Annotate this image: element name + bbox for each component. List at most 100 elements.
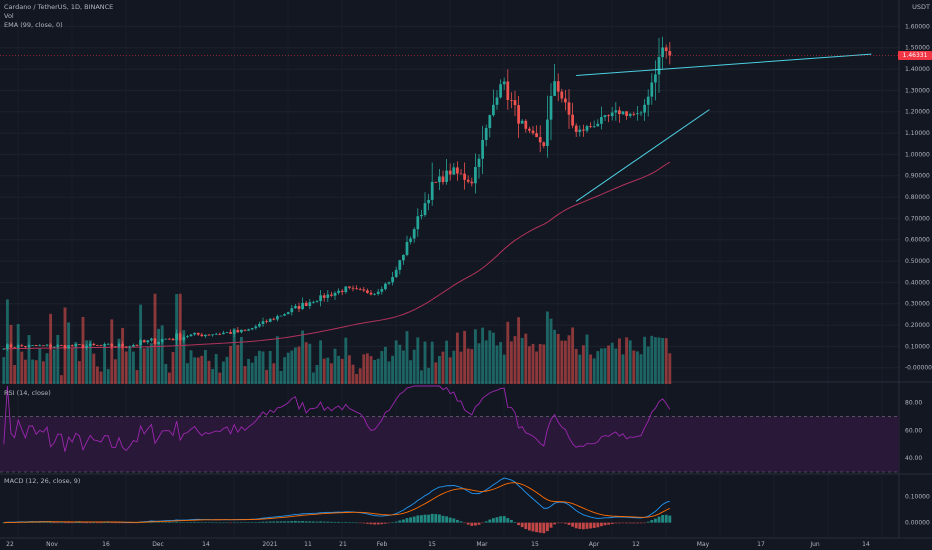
currency-label: USDT	[912, 3, 930, 11]
price-tick-label: 0.90000	[905, 173, 930, 180]
volume-legend[interactable]: Vol	[4, 12, 14, 20]
candle-body	[578, 129, 582, 132]
volume-bar	[599, 348, 603, 384]
volume-bar	[563, 340, 567, 384]
candle-body	[513, 100, 517, 106]
candle-body	[553, 81, 556, 96]
volume-bar	[409, 360, 413, 384]
volume-bar	[185, 363, 189, 384]
candle-body	[618, 110, 621, 115]
macd-histogram-bar	[326, 521, 330, 523]
macd-histogram-bar	[178, 522, 182, 523]
candle-body	[438, 176, 441, 183]
volume-bar	[59, 375, 63, 384]
candle-body	[254, 326, 258, 329]
ema-legend[interactable]: EMA (99, close, 0)	[4, 21, 63, 29]
macd-histogram-bar	[639, 522, 643, 524]
macd-histogram-bar	[70, 522, 74, 524]
candle-body	[542, 142, 546, 146]
candle-body	[236, 330, 240, 333]
candle-body	[517, 105, 520, 124]
candle-body	[355, 288, 358, 290]
macd-histogram-bar	[416, 515, 420, 523]
volume-bar	[103, 345, 107, 384]
volume-bar	[589, 354, 593, 384]
macd-histogram-bar	[175, 521, 179, 523]
candle-body	[128, 346, 132, 348]
candle-body	[315, 301, 319, 302]
volume-bar	[160, 325, 164, 384]
candle-body	[564, 98, 567, 103]
macd-histogram-bar	[542, 522, 546, 534]
candle-body	[430, 181, 434, 200]
macd-histogram-bar	[578, 522, 582, 529]
time-axis[interactable]: 22 Nov 16 Dec 14 2021 11 21 Feb 15 Mar 15 Apr 12 May 17…	[6, 541, 870, 548]
volume-bar	[463, 330, 467, 384]
macd-histogram-bar	[232, 522, 236, 524]
volume-bar	[207, 360, 211, 384]
macd-histogram-bar	[380, 522, 384, 525]
macd-histogram-bar	[383, 522, 387, 524]
candle-body	[164, 338, 168, 340]
candle-body	[178, 333, 182, 341]
symbol-legend[interactable]: Cardano / TetherUS, 1D, BINANCE	[4, 3, 114, 11]
volume-bar	[333, 348, 337, 384]
macd-histogram-bar	[110, 522, 114, 524]
macd-histogram-bar	[463, 522, 467, 524]
candle-body	[297, 305, 301, 309]
candle-body	[481, 139, 484, 159]
volume-bar	[261, 351, 265, 384]
macd-histogram-bar	[470, 522, 474, 526]
last-price-tag: 1.46331	[898, 51, 932, 61]
volume-bar	[221, 361, 225, 384]
candle-body	[621, 111, 625, 115]
candle-body	[283, 314, 286, 316]
candle-body	[63, 345, 67, 349]
macd-histogram-bar	[308, 521, 312, 523]
volume-bar	[146, 347, 150, 384]
candles[interactable]	[2, 36, 672, 351]
candle-body	[52, 346, 56, 348]
price-tick-label: 0.20000	[905, 322, 930, 329]
candle-body	[520, 120, 524, 124]
candle-body	[664, 47, 668, 52]
volume-bar	[121, 327, 125, 384]
candle-body	[585, 126, 589, 131]
candle-body	[27, 345, 31, 348]
volume-bar	[459, 351, 463, 384]
candle-body	[459, 173, 463, 175]
price-axis[interactable]: 1.60000 1.50000 1.40000 1.30000 1.20000 1.100…	[905, 23, 932, 526]
volume-bar	[247, 358, 251, 384]
volume-bar	[214, 354, 218, 384]
candle-body	[405, 241, 409, 255]
candle-body	[402, 254, 405, 261]
macd-histogram-bar	[283, 521, 287, 523]
macd-histogram-bar	[495, 517, 499, 523]
macd-histogram-bar	[599, 522, 603, 527]
macd-histogram-bar	[272, 521, 276, 523]
macd-histogram-bar	[63, 522, 67, 524]
time-tick-label: 15	[428, 541, 436, 548]
candle-body	[2, 348, 6, 350]
rsi-legend[interactable]: RSI (14, close)	[4, 389, 51, 397]
macd-histogram-bar	[391, 522, 395, 524]
candle-body	[639, 112, 643, 114]
trendlines[interactable]	[575, 53, 872, 202]
macd-histogram-bar	[92, 522, 96, 524]
volume-bar	[189, 350, 193, 384]
macd-histogram-bar	[196, 522, 200, 523]
macd-histogram-bar	[189, 522, 193, 523]
volume-bar	[200, 355, 204, 384]
candle-body	[189, 334, 193, 337]
candle-body	[420, 214, 423, 217]
macd-histogram-bar	[301, 521, 305, 523]
rsi-tick-label: 60.00	[905, 427, 922, 434]
volume-bar	[661, 337, 665, 384]
price-tick-label: 1.20000	[905, 109, 930, 116]
macd-histogram-bar	[229, 522, 233, 524]
macd-legend[interactable]: MACD (12, 26, close, 9)	[4, 477, 81, 485]
macd-histogram-bar	[614, 522, 618, 524]
time-tick-label: 15	[531, 541, 539, 548]
price-tick-label: 1.60000	[905, 23, 930, 30]
